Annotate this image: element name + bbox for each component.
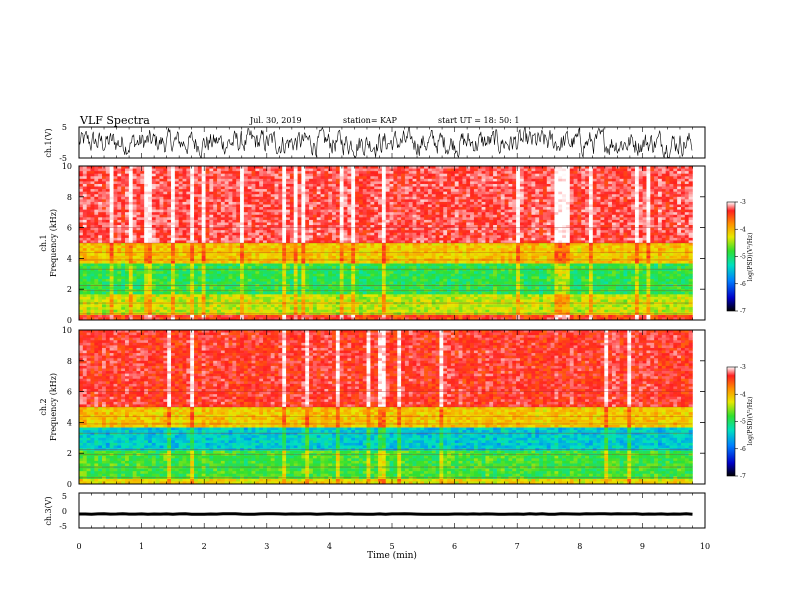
x-tick-label: 2 <box>202 542 207 551</box>
x-tick-label: 10 <box>700 542 710 551</box>
spec1-ytick-label: 0 <box>67 316 72 325</box>
vlf-spectra-figure: VLF Spectra Jul. 30, 2019 station= KAP s… <box>0 0 792 612</box>
cbar2-ticks-tick-label: -4 <box>740 391 746 398</box>
cbar2-ticks-tick-label: -3 <box>740 364 746 371</box>
x-tick-label: 6 <box>452 542 457 551</box>
spec2-ytick-label: 2 <box>67 449 72 458</box>
ch1-ytick-top: 5 <box>62 123 67 132</box>
cbar2-ticks-tick-label: -6 <box>740 446 746 453</box>
ch2-spectrogram-image <box>79 330 705 484</box>
ch1-ylabel: ch.1(V) <box>44 128 53 157</box>
x-axis-label: Time (min) <box>367 550 417 561</box>
ch2-spectrogram-ylabel-channel: ch.2 <box>39 398 48 415</box>
x-tick-label: 9 <box>640 542 645 551</box>
spec2-ytick-label: 8 <box>67 357 72 366</box>
ch3-ylabel: ch.3(V) <box>44 496 53 525</box>
x-tick-label: 4 <box>327 542 332 551</box>
ch1-colorbar-label: log(PSD)(V²/Hz) <box>747 233 754 282</box>
spec1-ytick-label: 8 <box>67 193 72 202</box>
ch3-ytick-bottom: -5 <box>59 522 67 531</box>
date-label: Jul. 30, 2019 <box>249 116 302 125</box>
spec2-ytick-label: 4 <box>67 418 72 427</box>
ch1-spectrogram-ylabel: Frequency (kHz) <box>49 209 58 277</box>
ch3-waveform-panel: 5 0 -5 ch.3(V) <box>44 492 705 531</box>
x-tick-label: 8 <box>577 542 582 551</box>
ch2-colorbar-label: log(PSD)(V²/Hz) <box>747 397 754 446</box>
spec1-ytick-label: 10 <box>62 162 72 171</box>
ch2-spectrogram-ylabel: Frequency (kHz) <box>49 373 58 441</box>
x-tick-label: 5 <box>389 542 394 551</box>
spec1-ytick-label: 2 <box>67 285 72 294</box>
cbar2-ticks-tick-label: -5 <box>740 419 746 426</box>
x-tick-label: 3 <box>264 542 269 551</box>
spec2-ytick-label: 0 <box>67 480 72 489</box>
spec2-ytick-label: 10 <box>62 326 72 335</box>
x-tick-label: 0 <box>76 542 81 551</box>
x-tick-label: 1 <box>139 542 144 551</box>
ch1-spectrogram-panel: 0 2 4 6 8 10 ch.1 Frequency (kHz) <box>39 162 705 325</box>
cbar1-ticks-tick-label: -6 <box>740 281 746 288</box>
figure-title: VLF Spectra <box>79 114 150 127</box>
x-axis-tick-labels: 0 1 2 3 4 5 6 7 8 9 10 <box>76 542 710 551</box>
start-time-label: start UT = 18: 50: 1 <box>438 116 519 125</box>
ch2-colorbar: -3 -4 -5 -6 -7 log(PSD)(V²/Hz) <box>727 364 754 480</box>
spec2-ytick-label: 6 <box>67 388 72 397</box>
cbar1-ticks-tick-label: -5 <box>740 254 746 261</box>
spec1-ytick-label: 4 <box>67 254 72 263</box>
cbar1-ticks-tick-label: -3 <box>740 199 746 206</box>
ch1-colorbar: -3 -4 -5 -6 -7 log(PSD)(V²/Hz) <box>727 199 754 315</box>
station-label: station= KAP <box>343 116 398 125</box>
x-tick-label: 7 <box>515 542 520 551</box>
cbar1-ticks-tick-label: -4 <box>740 226 746 233</box>
ch1-waveform-panel: 5 -5 ch.1(V) <box>44 123 705 163</box>
cbar1-ticks-tick-label: -7 <box>740 308 746 315</box>
cbar2-ticks-tick-label: -7 <box>740 473 746 480</box>
ch2-spectrogram-panel: 0 2 4 6 8 10 ch.2 Frequency (kHz) <box>39 326 705 489</box>
ch3-ytick-mid: 0 <box>62 507 67 516</box>
ch3-ytick-top: 5 <box>62 492 67 501</box>
ch1-spectrogram-ylabel-channel: ch.1 <box>39 234 48 251</box>
ch3-waveform-trace <box>79 514 693 515</box>
spec1-ytick-label: 6 <box>67 224 72 233</box>
ch1-spectrogram-image <box>79 166 705 320</box>
